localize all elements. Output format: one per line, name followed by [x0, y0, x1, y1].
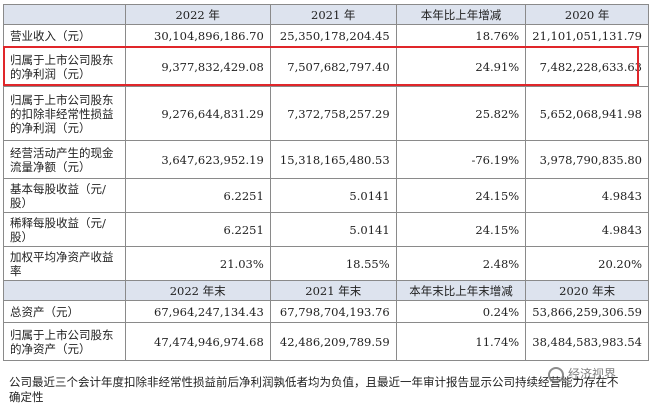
cell-value: 9,276,644,831.29 — [124, 86, 271, 141]
row-label: 营业收入（元） — [3, 24, 126, 47]
row-label: 加权平均净资产收益率 — [3, 246, 126, 281]
table-row: 稀释每股收益（元/股） 6.2251 5.0141 24.15% 4.9843 — [3, 212, 649, 247]
table-row: 总资产（元） 67,964,247,134.43 67,798,704,193.… — [3, 300, 649, 323]
header-cell: 2021 年 — [269, 4, 397, 25]
cell-value: 47,474,946,974.68 — [124, 322, 271, 361]
footnote: 公司最近三个会计年度扣除非经常性损益前后净利润孰低者均为负值，且最近一年审计报告… — [9, 375, 619, 404]
row-label: 归属于上市公司股东的净资产（元） — [3, 322, 126, 361]
cell-value: 5.0141 — [269, 178, 397, 213]
header-cell: 本年比上年增减 — [395, 4, 527, 25]
cell-value: 7,482,228,633.63 — [525, 46, 649, 87]
header-cell: 2020 年末 — [525, 280, 649, 301]
table-row: 基本每股收益（元/股） 6.2251 5.0141 24.15% 4.9843 — [3, 178, 649, 213]
cell-value: 21,101,051,131.79 — [525, 24, 649, 47]
table-row: 归属于上市公司股东的净资产（元） 47,474,946,974.68 42,48… — [3, 322, 649, 361]
cell-value: 7,372,758,257.29 — [269, 86, 397, 141]
row-label: 总资产（元） — [3, 300, 126, 323]
header-cell: 2022 年 — [124, 4, 271, 25]
cell-value: 15,318,165,480.53 — [269, 140, 397, 179]
cell-value: 53,866,259,306.59 — [525, 300, 649, 323]
cell-value: 21.03% — [124, 246, 271, 281]
cell-value: 6.2251 — [124, 178, 271, 213]
table-row: 营业收入（元） 30,104,896,186.70 25,350,178,204… — [3, 24, 649, 47]
header-cell: 2020 年 — [525, 4, 649, 25]
cell-value: 5.0141 — [269, 212, 397, 247]
cell-value: 4.9843 — [525, 178, 649, 213]
cell-value: 42,486,209,789.59 — [269, 322, 397, 361]
cell-value: 24.91% — [395, 46, 527, 87]
cell-value: 0.24% — [395, 300, 527, 323]
table-header-row: 2022 年末 2021 年末 本年末比上年末增减 2020 年末 — [3, 280, 649, 301]
header-cell — [3, 4, 126, 25]
table-header-row: 2022 年 2021 年 本年比上年增减 2020 年 — [3, 4, 649, 25]
header-cell — [3, 280, 126, 301]
watermark-text: 经济视界 — [568, 367, 617, 381]
header-cell: 2022 年末 — [124, 280, 271, 301]
table-row: 加权平均净资产收益率 21.03% 18.55% 2.48% 20.20% — [3, 246, 649, 281]
cell-value: 18.76% — [395, 24, 527, 47]
cell-value: 24.15% — [395, 178, 527, 213]
cell-value: 24.15% — [395, 212, 527, 247]
cell-value: 25,350,178,204.45 — [269, 24, 397, 47]
cell-value: 6.2251 — [124, 212, 271, 247]
table-row: 归属于上市公司股东的扣除非经常性损益的净利润（元） 9,276,644,831.… — [3, 86, 649, 141]
row-label: 基本每股收益（元/股） — [3, 178, 126, 213]
cell-value: 5,652,068,941.98 — [525, 86, 649, 141]
cell-value: 67,964,247,134.43 — [124, 300, 271, 323]
cell-value: 38,484,583,983.54 — [525, 322, 649, 361]
financial-summary-table: 2022 年 2021 年 本年比上年增减 2020 年 营业收入（元） 30,… — [3, 4, 649, 361]
cell-value: 20.20% — [525, 246, 649, 281]
table-row-highlighted: 归属于上市公司股东的净利润（元） 9,377,832,429.08 7,507,… — [3, 46, 649, 87]
table-row: 经营活动产生的现金流量净额（元） 3,647,623,952.19 15,318… — [3, 140, 649, 179]
cell-value: 2.48% — [395, 246, 527, 281]
cell-value: 7,507,682,797.40 — [269, 46, 397, 87]
cell-value: -76.19% — [395, 140, 527, 179]
header-cell: 2021 年末 — [269, 280, 397, 301]
watermark-logo-icon — [548, 366, 564, 383]
row-label: 归属于上市公司股东的扣除非经常性损益的净利润（元） — [3, 86, 126, 141]
cell-value: 18.55% — [269, 246, 397, 281]
row-label: 稀释每股收益（元/股） — [3, 212, 126, 247]
row-label: 归属于上市公司股东的净利润（元） — [3, 46, 126, 87]
cell-value: 25.82% — [395, 86, 527, 141]
row-label: 经营活动产生的现金流量净额（元） — [3, 140, 126, 179]
cell-value: 4.9843 — [525, 212, 649, 247]
cell-value: 11.74% — [395, 322, 527, 361]
cell-value: 3,647,623,952.19 — [124, 140, 271, 179]
cell-value: 30,104,896,186.70 — [124, 24, 271, 47]
cell-value: 3,978,790,835.80 — [525, 140, 649, 179]
header-cell: 本年末比上年末增减 — [395, 280, 527, 301]
cell-value: 9,377,832,429.08 — [124, 46, 271, 87]
watermark: 经济视界 — [548, 365, 616, 383]
cell-value: 67,798,704,193.76 — [269, 300, 397, 323]
